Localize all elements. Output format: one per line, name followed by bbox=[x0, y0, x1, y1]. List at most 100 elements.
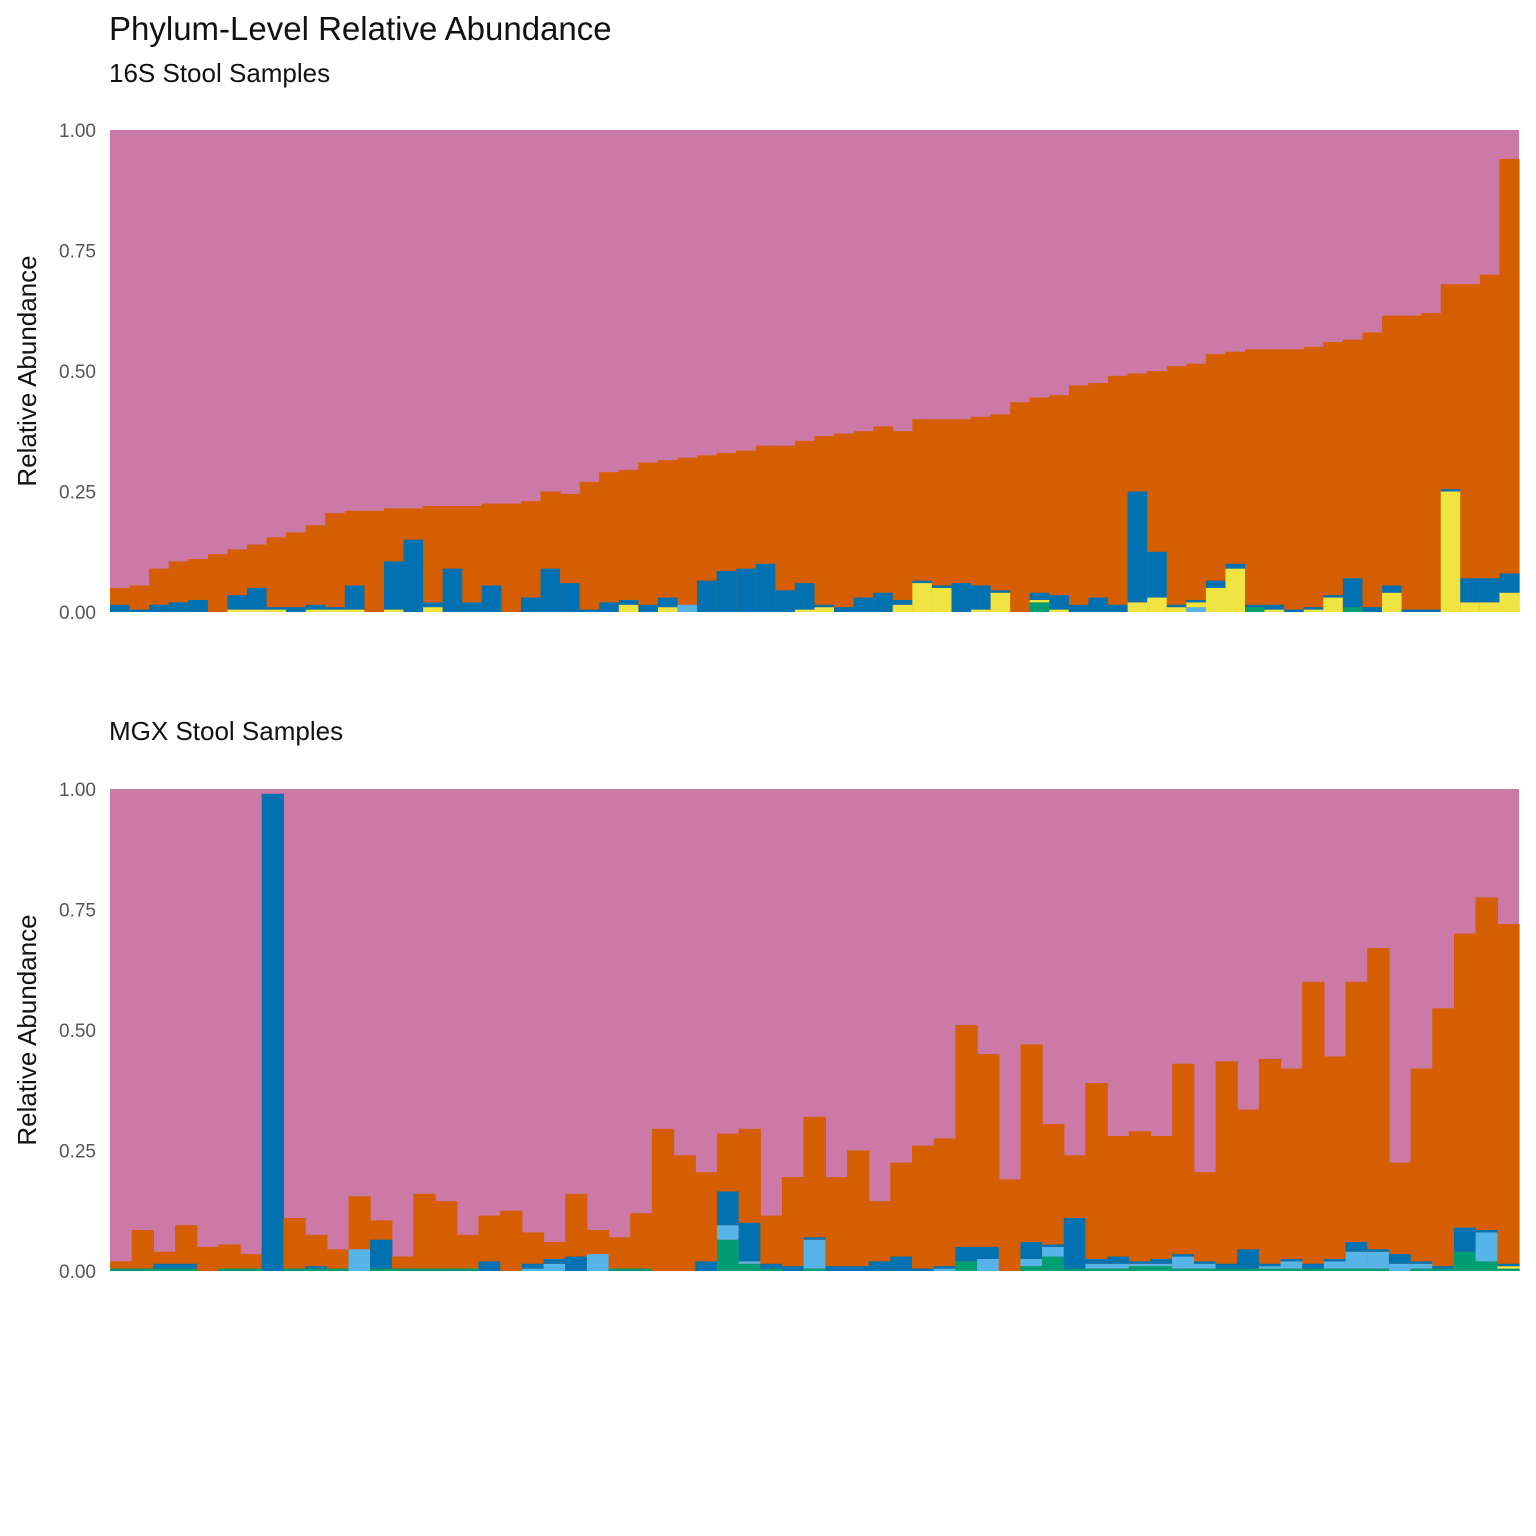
bar-orange bbox=[695, 1172, 718, 1271]
bar-yellow bbox=[227, 609, 248, 612]
bar-blue bbox=[560, 583, 581, 612]
bar-orange bbox=[1345, 981, 1368, 1271]
bar-blue bbox=[1020, 1242, 1043, 1259]
bar-blue bbox=[716, 571, 737, 612]
bar-orange bbox=[1215, 1061, 1238, 1271]
bar-orange bbox=[608, 1237, 631, 1271]
bar-orange bbox=[638, 462, 659, 612]
y-tick-label: 1.00 bbox=[59, 780, 96, 801]
bar-orange bbox=[677, 457, 698, 612]
bar-orange bbox=[1085, 1083, 1108, 1271]
bar-green bbox=[1172, 1268, 1195, 1271]
bar-green bbox=[1432, 1268, 1455, 1271]
bar-blue bbox=[478, 1261, 501, 1271]
bar-orange bbox=[873, 426, 894, 612]
bar-blue bbox=[579, 609, 600, 612]
bar-skyblue bbox=[1193, 1263, 1217, 1269]
bar-blue bbox=[383, 561, 405, 610]
bar-yellow bbox=[912, 583, 933, 612]
bar-orange bbox=[462, 505, 483, 612]
bar-orange bbox=[1362, 332, 1383, 612]
bar-blue bbox=[1063, 1217, 1087, 1269]
bar-blue bbox=[803, 1237, 826, 1240]
bar-blue bbox=[890, 1256, 913, 1271]
bar-blue bbox=[933, 1266, 956, 1269]
bar-green bbox=[1367, 1268, 1390, 1271]
bar-blue bbox=[599, 602, 620, 612]
bar-green bbox=[283, 1268, 306, 1271]
bar-orange bbox=[1497, 923, 1520, 1271]
bar-orange bbox=[933, 1138, 956, 1271]
bar-yellow bbox=[1225, 568, 1246, 612]
bar-blue bbox=[261, 793, 285, 1271]
bar-orange bbox=[1421, 313, 1442, 612]
bar-skyblue bbox=[933, 1268, 956, 1271]
bar-yellow bbox=[1479, 602, 1501, 612]
bar-blue bbox=[1150, 1258, 1173, 1264]
bar-blue bbox=[912, 1268, 935, 1271]
bar-blue bbox=[423, 602, 444, 608]
bar-orange bbox=[1042, 1123, 1065, 1271]
bar-yellow bbox=[1497, 1266, 1520, 1269]
bar-skyblue bbox=[1258, 1266, 1282, 1269]
bar-blue bbox=[990, 590, 1011, 593]
bar-skyblue bbox=[348, 1249, 371, 1271]
bar-orange bbox=[1225, 351, 1246, 612]
bar-yellow bbox=[1382, 592, 1403, 612]
bar-blue bbox=[1166, 604, 1187, 608]
bar-blue bbox=[325, 607, 346, 610]
bar-orange bbox=[286, 532, 307, 612]
bar-blue bbox=[153, 1263, 176, 1269]
bar-orange bbox=[1237, 1109, 1260, 1271]
bar-green bbox=[803, 1268, 826, 1271]
bar-blue bbox=[1284, 609, 1305, 612]
bar-blue bbox=[1029, 592, 1050, 600]
bar-orange bbox=[1460, 284, 1481, 612]
bar-orange bbox=[955, 1025, 978, 1271]
panel-mgx: 0.00 0.25 0.50 0.75 1.00 Relative Abundance bbox=[12, 780, 1520, 1283]
bar-orange bbox=[435, 1201, 458, 1271]
bar-orange bbox=[1172, 1063, 1195, 1271]
bar-yellow bbox=[1166, 607, 1187, 612]
bar-blue bbox=[1440, 489, 1461, 492]
bar-orange bbox=[579, 481, 600, 612]
bar-blue bbox=[1042, 1244, 1065, 1247]
bar-blue bbox=[736, 568, 757, 612]
bar-blue bbox=[931, 585, 953, 588]
bar-yellow bbox=[1499, 592, 1520, 612]
bar-orange bbox=[1088, 383, 1109, 612]
bar-yellow bbox=[1460, 602, 1481, 612]
bar-blue bbox=[697, 580, 718, 612]
bar-blue bbox=[1172, 1254, 1195, 1257]
bar-yellow bbox=[990, 592, 1011, 612]
bar-orange bbox=[478, 1215, 501, 1271]
bar-orange bbox=[1245, 349, 1266, 612]
bar-green bbox=[1342, 607, 1364, 612]
bar-yellow bbox=[794, 609, 816, 612]
bar-orange bbox=[1382, 315, 1403, 612]
bar-orange bbox=[1205, 354, 1227, 612]
bar-green bbox=[1063, 1268, 1087, 1271]
bar-orange bbox=[521, 1232, 545, 1271]
bar-blue bbox=[1345, 1242, 1368, 1252]
bar-orange bbox=[1107, 1136, 1130, 1271]
bar-yellow bbox=[1049, 609, 1070, 612]
bar-yellow bbox=[246, 609, 268, 612]
bar-blue bbox=[1342, 578, 1364, 608]
bar-blue bbox=[188, 599, 209, 612]
bar-blue bbox=[305, 604, 326, 610]
bar-blue bbox=[1362, 607, 1383, 612]
bar-skyblue bbox=[738, 1261, 761, 1264]
bar-blue bbox=[1497, 1263, 1520, 1267]
bar-skyblue bbox=[1345, 1251, 1368, 1269]
bar-skyblue bbox=[1020, 1258, 1043, 1267]
bar-skyblue bbox=[977, 1258, 1000, 1271]
bar-orange bbox=[803, 1116, 826, 1271]
bar-green bbox=[716, 1239, 740, 1271]
bar-orange bbox=[814, 436, 835, 612]
bar-green bbox=[1302, 1268, 1325, 1271]
y-tick-label: 0.75 bbox=[59, 242, 96, 263]
bar-orange bbox=[990, 414, 1011, 612]
bar-orange bbox=[501, 503, 522, 612]
bar-yellow bbox=[1029, 599, 1050, 603]
